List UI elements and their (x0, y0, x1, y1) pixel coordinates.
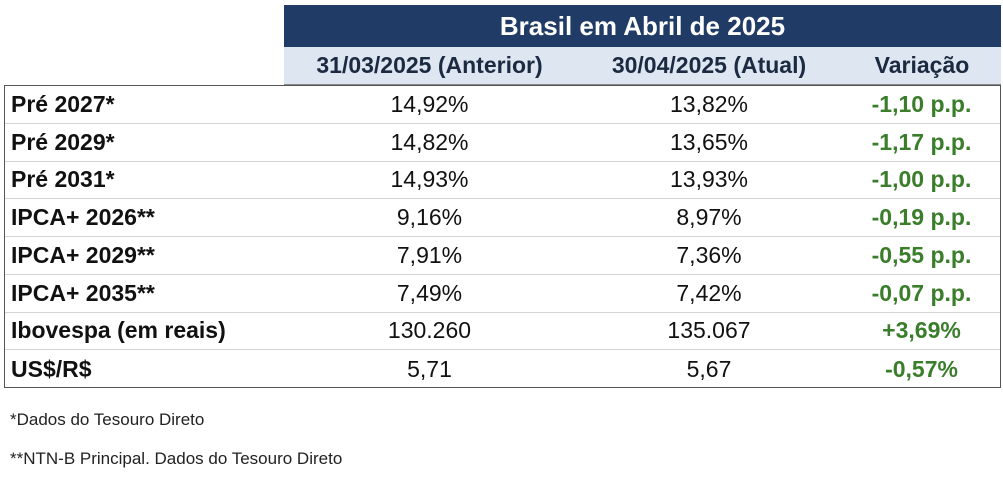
column-header-current: 30/04/2025 (Atual) (611, 52, 807, 78)
variation-value: +3,69% (882, 317, 961, 344)
row-label: Pré 2029* (11, 128, 115, 155)
table-row: Ibovespa (em reais) 130.260 135.067 +3,6… (5, 313, 1000, 351)
variation-value: -0,07 p.p. (871, 279, 972, 306)
row-label: Ibovespa (em reais) (11, 317, 226, 344)
table-row: Pré 2027* 14,92% 13,82% -1,10 p.p. (5, 86, 1000, 124)
row-label: US$/R$ (11, 355, 92, 382)
previous-value: 14,92% (390, 90, 469, 117)
previous-value: 14,82% (390, 128, 469, 155)
variation-value: -1,10 p.p. (871, 90, 972, 117)
column-header-previous: 31/03/2025 (Anterior) (316, 52, 543, 78)
previous-value: 14,93% (390, 166, 469, 193)
row-label: IPCA+ 2035** (11, 279, 155, 306)
current-value: 5,67 (686, 355, 732, 382)
previous-value: 130.260 (387, 317, 472, 344)
current-value: 7,36% (676, 241, 742, 268)
current-value: 7,42% (676, 279, 742, 306)
column-header-variation: Variação (874, 52, 970, 78)
variation-value: -0,19 p.p. (871, 204, 972, 231)
footnote-ntnb: **NTN-B Principal. Dados do Tesouro Dire… (10, 449, 343, 468)
row-label: IPCA+ 2026** (11, 204, 155, 231)
table-title: Brasil em Abril de 2025 (284, 5, 1001, 47)
variation-value: -1,17 p.p. (871, 128, 972, 155)
footnote-tesouro: *Dados do Tesouro Direto (10, 410, 205, 429)
current-value: 135.067 (667, 317, 751, 344)
previous-value: 7,49% (396, 279, 463, 306)
row-label: Pré 2027* (11, 90, 115, 117)
variation-value: -0,57% (885, 355, 958, 382)
current-value: 13,65% (669, 128, 748, 155)
previous-value: 9,16% (396, 204, 463, 231)
table-row: IPCA+ 2029** 7,91% 7,36% -0,55 p.p. (5, 237, 1000, 275)
column-header-row: 31/03/2025 (Anterior) 30/04/2025 (Atual)… (284, 47, 1001, 85)
variation-value: -0,55 p.p. (871, 241, 972, 268)
row-label: IPCA+ 2029** (11, 241, 155, 268)
current-value: 13,93% (669, 166, 748, 193)
current-value: 8,97% (676, 204, 742, 231)
previous-value: 5,71 (407, 355, 452, 382)
table-row: IPCA+ 2026** 9,16% 8,97% -0,19 p.p. (5, 199, 1000, 237)
data-table: Pré 2027* 14,92% 13,82% -1,10 p.p. Pré 2… (4, 85, 1001, 388)
table-row: Pré 2031* 14,93% 13,93% -1,00 p.p. (5, 162, 1000, 200)
table-row: US$/R$ 5,71 5,67 -0,57% (5, 350, 1000, 388)
row-label: Pré 2031* (11, 166, 115, 193)
current-value: 13,82% (669, 90, 748, 117)
table-row: Pré 2029* 14,82% 13,65% -1,17 p.p. (5, 124, 1000, 162)
previous-value: 7,91% (396, 241, 463, 268)
table-row: IPCA+ 2035** 7,49% 7,42% -0,07 p.p. (5, 275, 1000, 313)
variation-value: -1,00 p.p. (871, 166, 972, 193)
